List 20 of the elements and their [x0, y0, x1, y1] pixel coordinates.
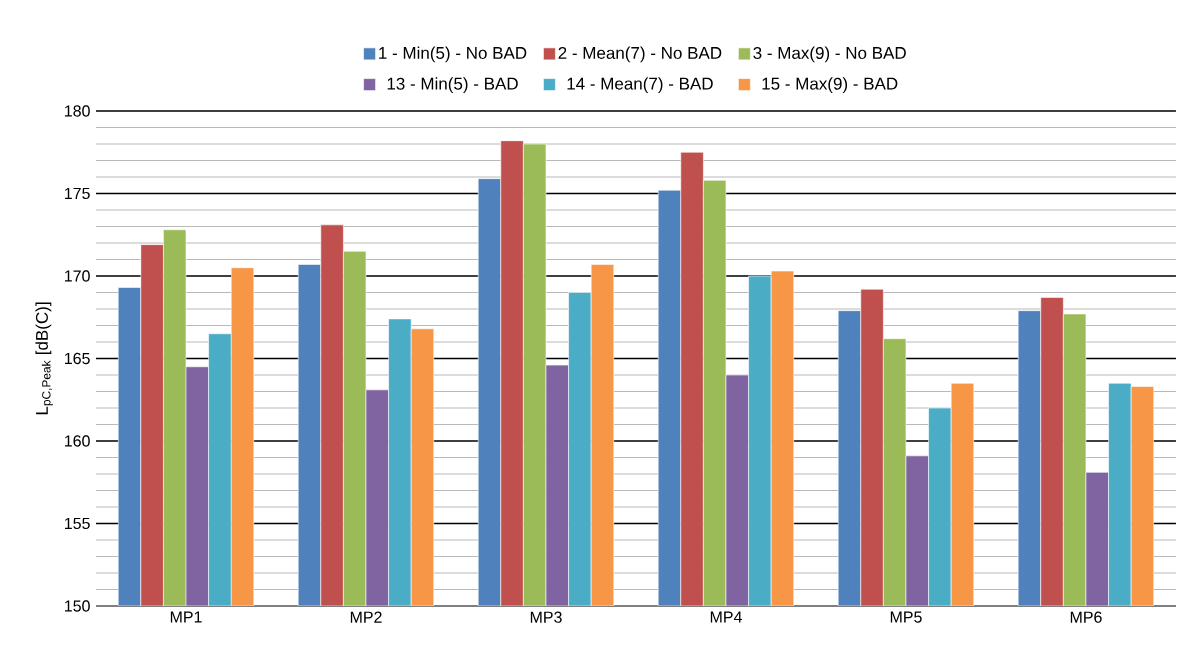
x-tick-label: MP5 [890, 611, 922, 623]
legend-label: 15 - Max(9) - BAD [762, 77, 898, 94]
x-tick-label: MP1 [170, 611, 202, 623]
y-tick-label: 155 [65, 517, 90, 530]
y-tick-label: 165 [65, 352, 90, 365]
y-tick-label: 180 [65, 105, 90, 117]
legend-label: 2 - Mean(7) - No BAD [558, 46, 722, 63]
y-tick-label: 170 [65, 270, 90, 282]
x-tick-label: MP2 [350, 611, 382, 623]
x-tick-label: MP6 [1070, 611, 1102, 623]
y-tick-label: 150 [65, 600, 90, 612]
legend-label: 3 - Max(9) - No BAD [753, 46, 906, 63]
y-tick-label: 175 [65, 187, 90, 200]
x-tick-label: MP3 [530, 611, 562, 623]
legend-label: 1 - Min(5) - No BAD [379, 46, 527, 63]
y-axis-title: L$_{pC,Peak}$ [dB(C)] [35, 302, 53, 415]
legend-label: 13 - Min(5) - BAD [387, 77, 518, 94]
legend-label: 14 - Mean(7) - BAD [567, 77, 713, 94]
x-tick-label: MP4 [710, 611, 742, 623]
y-tick-label: 160 [65, 435, 90, 447]
